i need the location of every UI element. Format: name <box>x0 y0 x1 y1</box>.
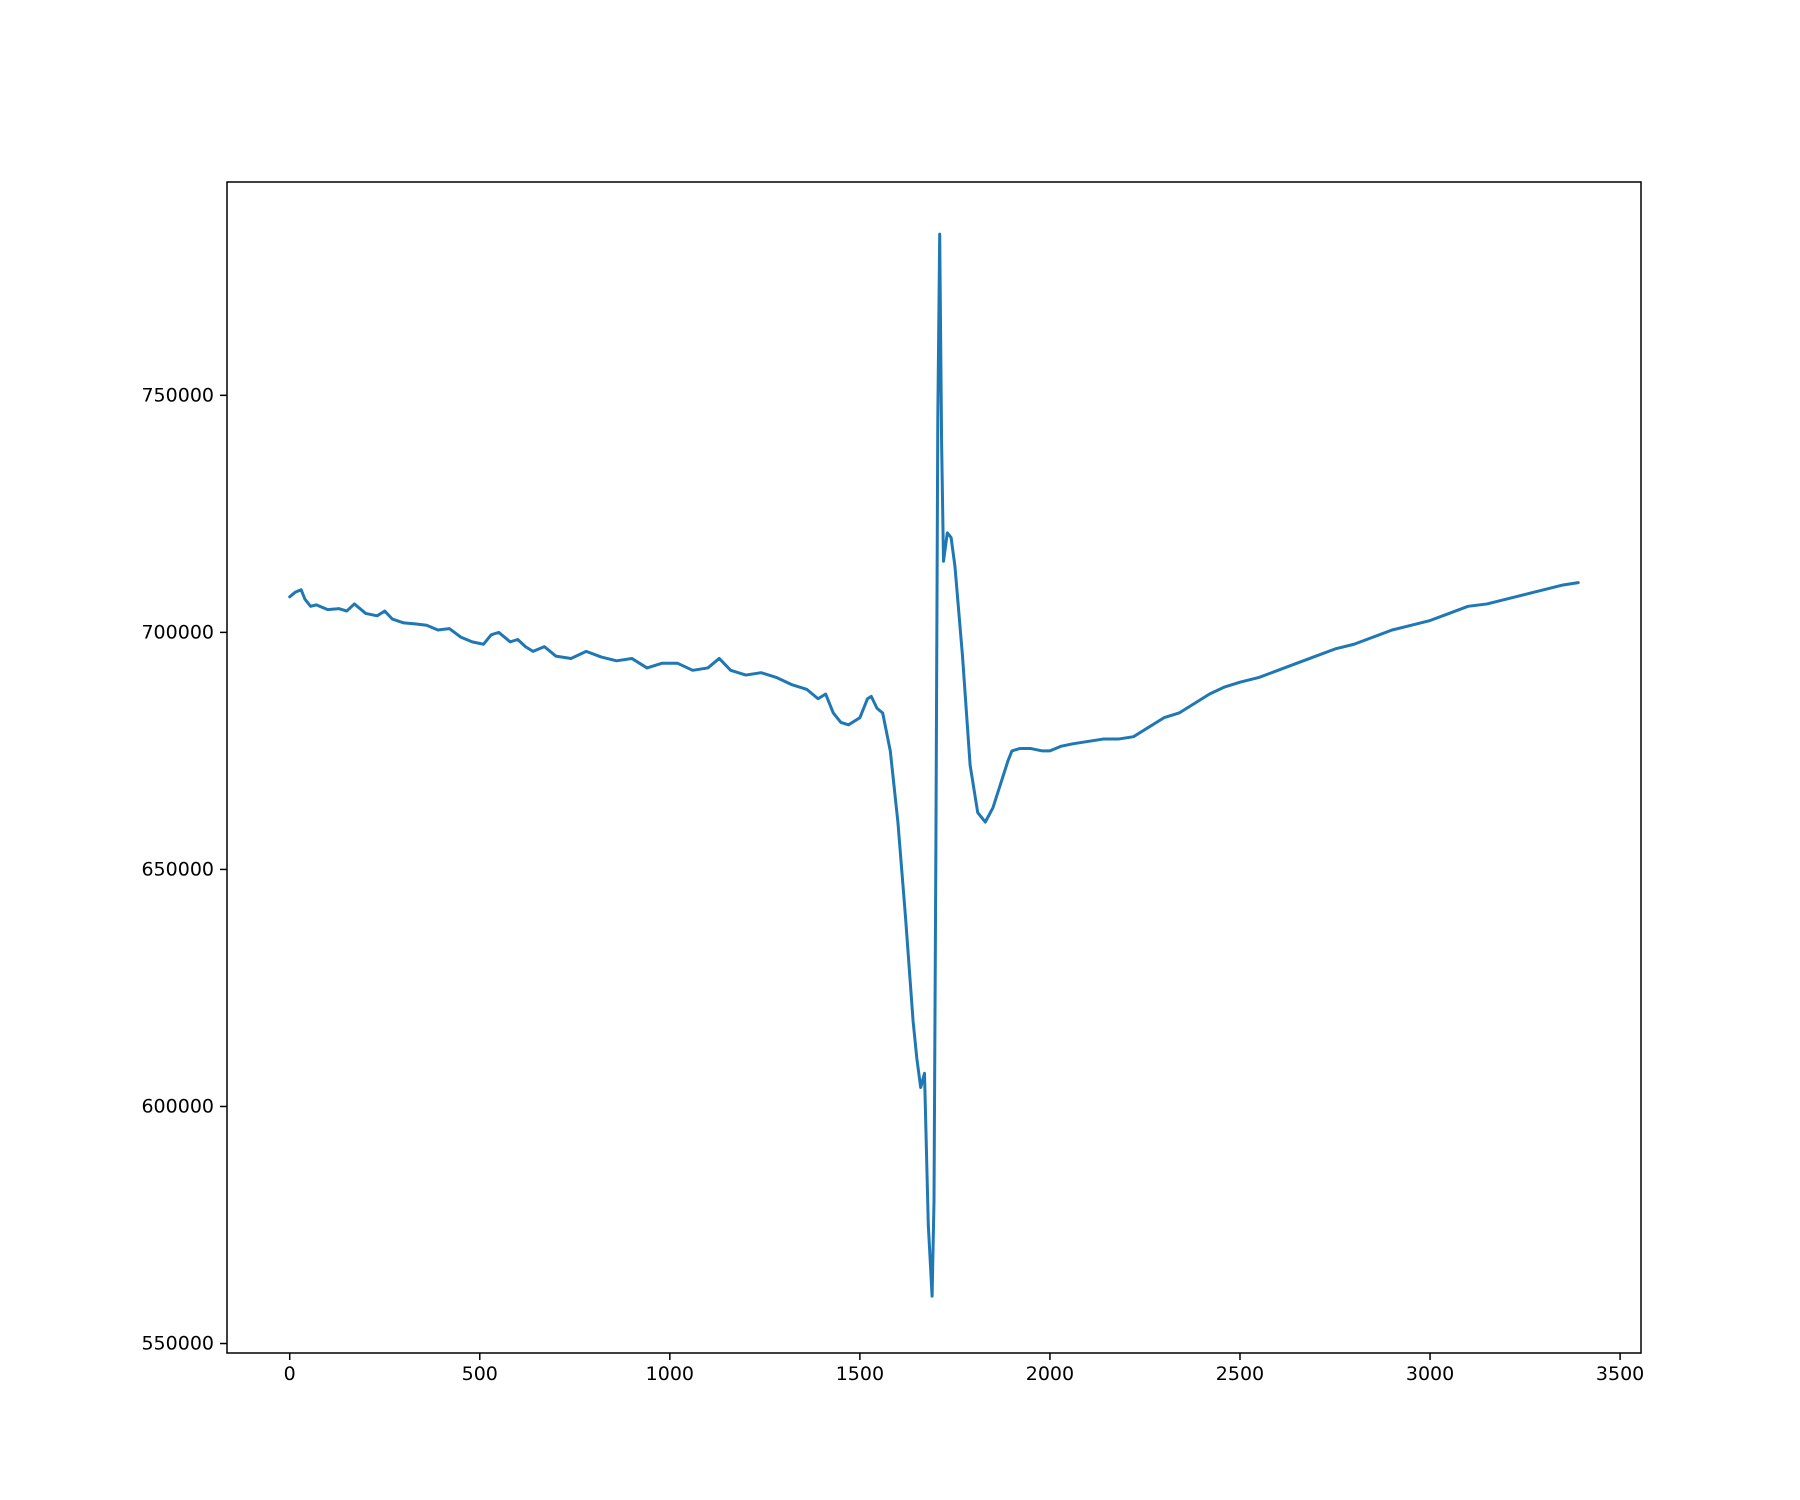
x-tick-label: 0 <box>284 1363 296 1385</box>
x-tick-label: 2000 <box>1026 1363 1074 1385</box>
y-tick-label: 750000 <box>141 384 214 406</box>
y-axis-ticks: 550000 600000 650000 700000 750000 <box>141 384 227 1355</box>
x-tick-label: 1500 <box>836 1363 884 1385</box>
y-tick-label: 600000 <box>141 1095 214 1117</box>
y-tick-label: 650000 <box>141 858 214 880</box>
x-tick-label: 3500 <box>1596 1363 1644 1385</box>
y-tick-label: 550000 <box>141 1333 214 1355</box>
x-axis-ticks: 0 500 1000 1500 2000 2500 3000 3500 <box>284 1353 1644 1385</box>
x-tick-label: 500 <box>462 1363 498 1385</box>
x-tick-label: 1000 <box>646 1363 694 1385</box>
x-tick-label: 2500 <box>1216 1363 1264 1385</box>
y-tick-label: 700000 <box>141 621 214 643</box>
series-layer <box>288 232 1580 1298</box>
series-line <box>288 232 1580 1298</box>
x-tick-label: 3000 <box>1406 1363 1454 1385</box>
plot-area-frame <box>226 181 1642 1354</box>
